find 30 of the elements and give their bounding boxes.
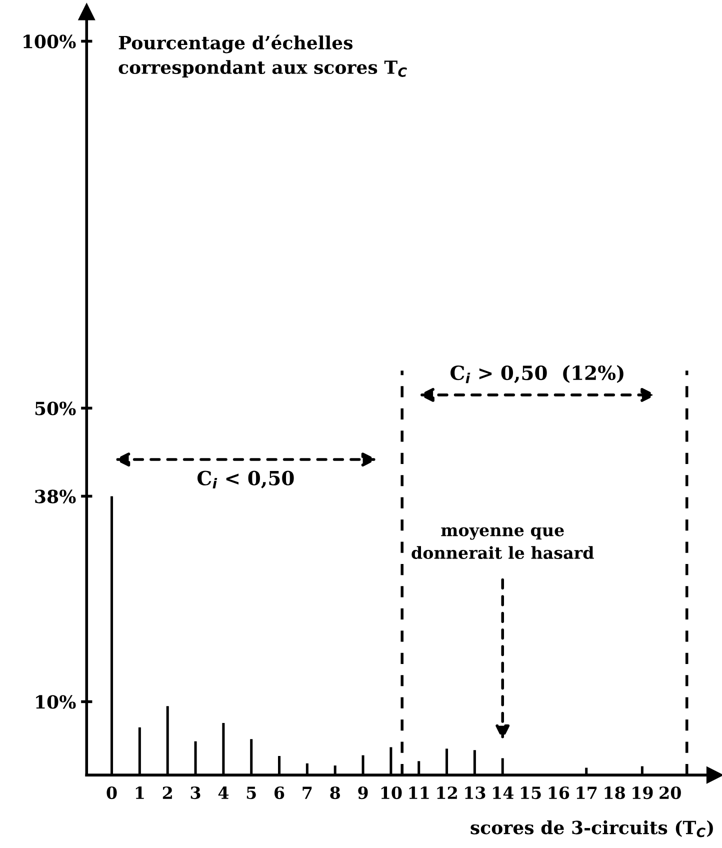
- x-tick-label: 6: [274, 786, 284, 800]
- x-tick-label: 19: [632, 786, 653, 800]
- x-tick-label: 2: [162, 786, 172, 799]
- x-tick-label: 17: [576, 786, 597, 799]
- y-axis-title: Pourcentage d’échelles correspondant aux scores T$_{C}$: [118, 34, 407, 78]
- x-tick-label: 7: [302, 786, 312, 799]
- x-axis-title: scores de 3-circuits (T$_{C}$): [470, 820, 713, 838]
- x-tick-label: 8: [330, 786, 340, 800]
- y-tick-label: 50%: [35, 402, 76, 416]
- x-tick-label: 15: [520, 786, 541, 800]
- x-tick-label: 1: [136, 786, 144, 799]
- annotation: moyenne que donnerait le hasard: [412, 527, 594, 560]
- x-tick-label: 16: [548, 786, 570, 800]
- x-tick-label: 5: [246, 786, 256, 800]
- x-tick-label: 11: [409, 786, 429, 799]
- x-tick-label: 3: [190, 786, 200, 800]
- x-tick-label: 9: [358, 786, 368, 800]
- x-tick-label: 20: [660, 786, 681, 800]
- y-tick-label: 100%: [24, 34, 76, 48]
- x-tick-label: 10: [381, 786, 402, 800]
- x-tick-label: 13: [465, 786, 486, 800]
- annotation: C$_{i}$ < 0,50: [197, 470, 294, 488]
- x-tick-label: 0: [106, 786, 117, 800]
- annotation: C$_{i}$ > 0,50 (12%): [450, 365, 624, 384]
- y-tick-label: 38%: [35, 490, 76, 504]
- x-tick-label: 4: [218, 786, 229, 799]
- x-tick-label: 18: [604, 786, 625, 800]
- x-tick-label: 14: [493, 786, 514, 799]
- y-tick-label: 10%: [36, 695, 76, 709]
- x-tick-label: 12: [437, 786, 457, 799]
